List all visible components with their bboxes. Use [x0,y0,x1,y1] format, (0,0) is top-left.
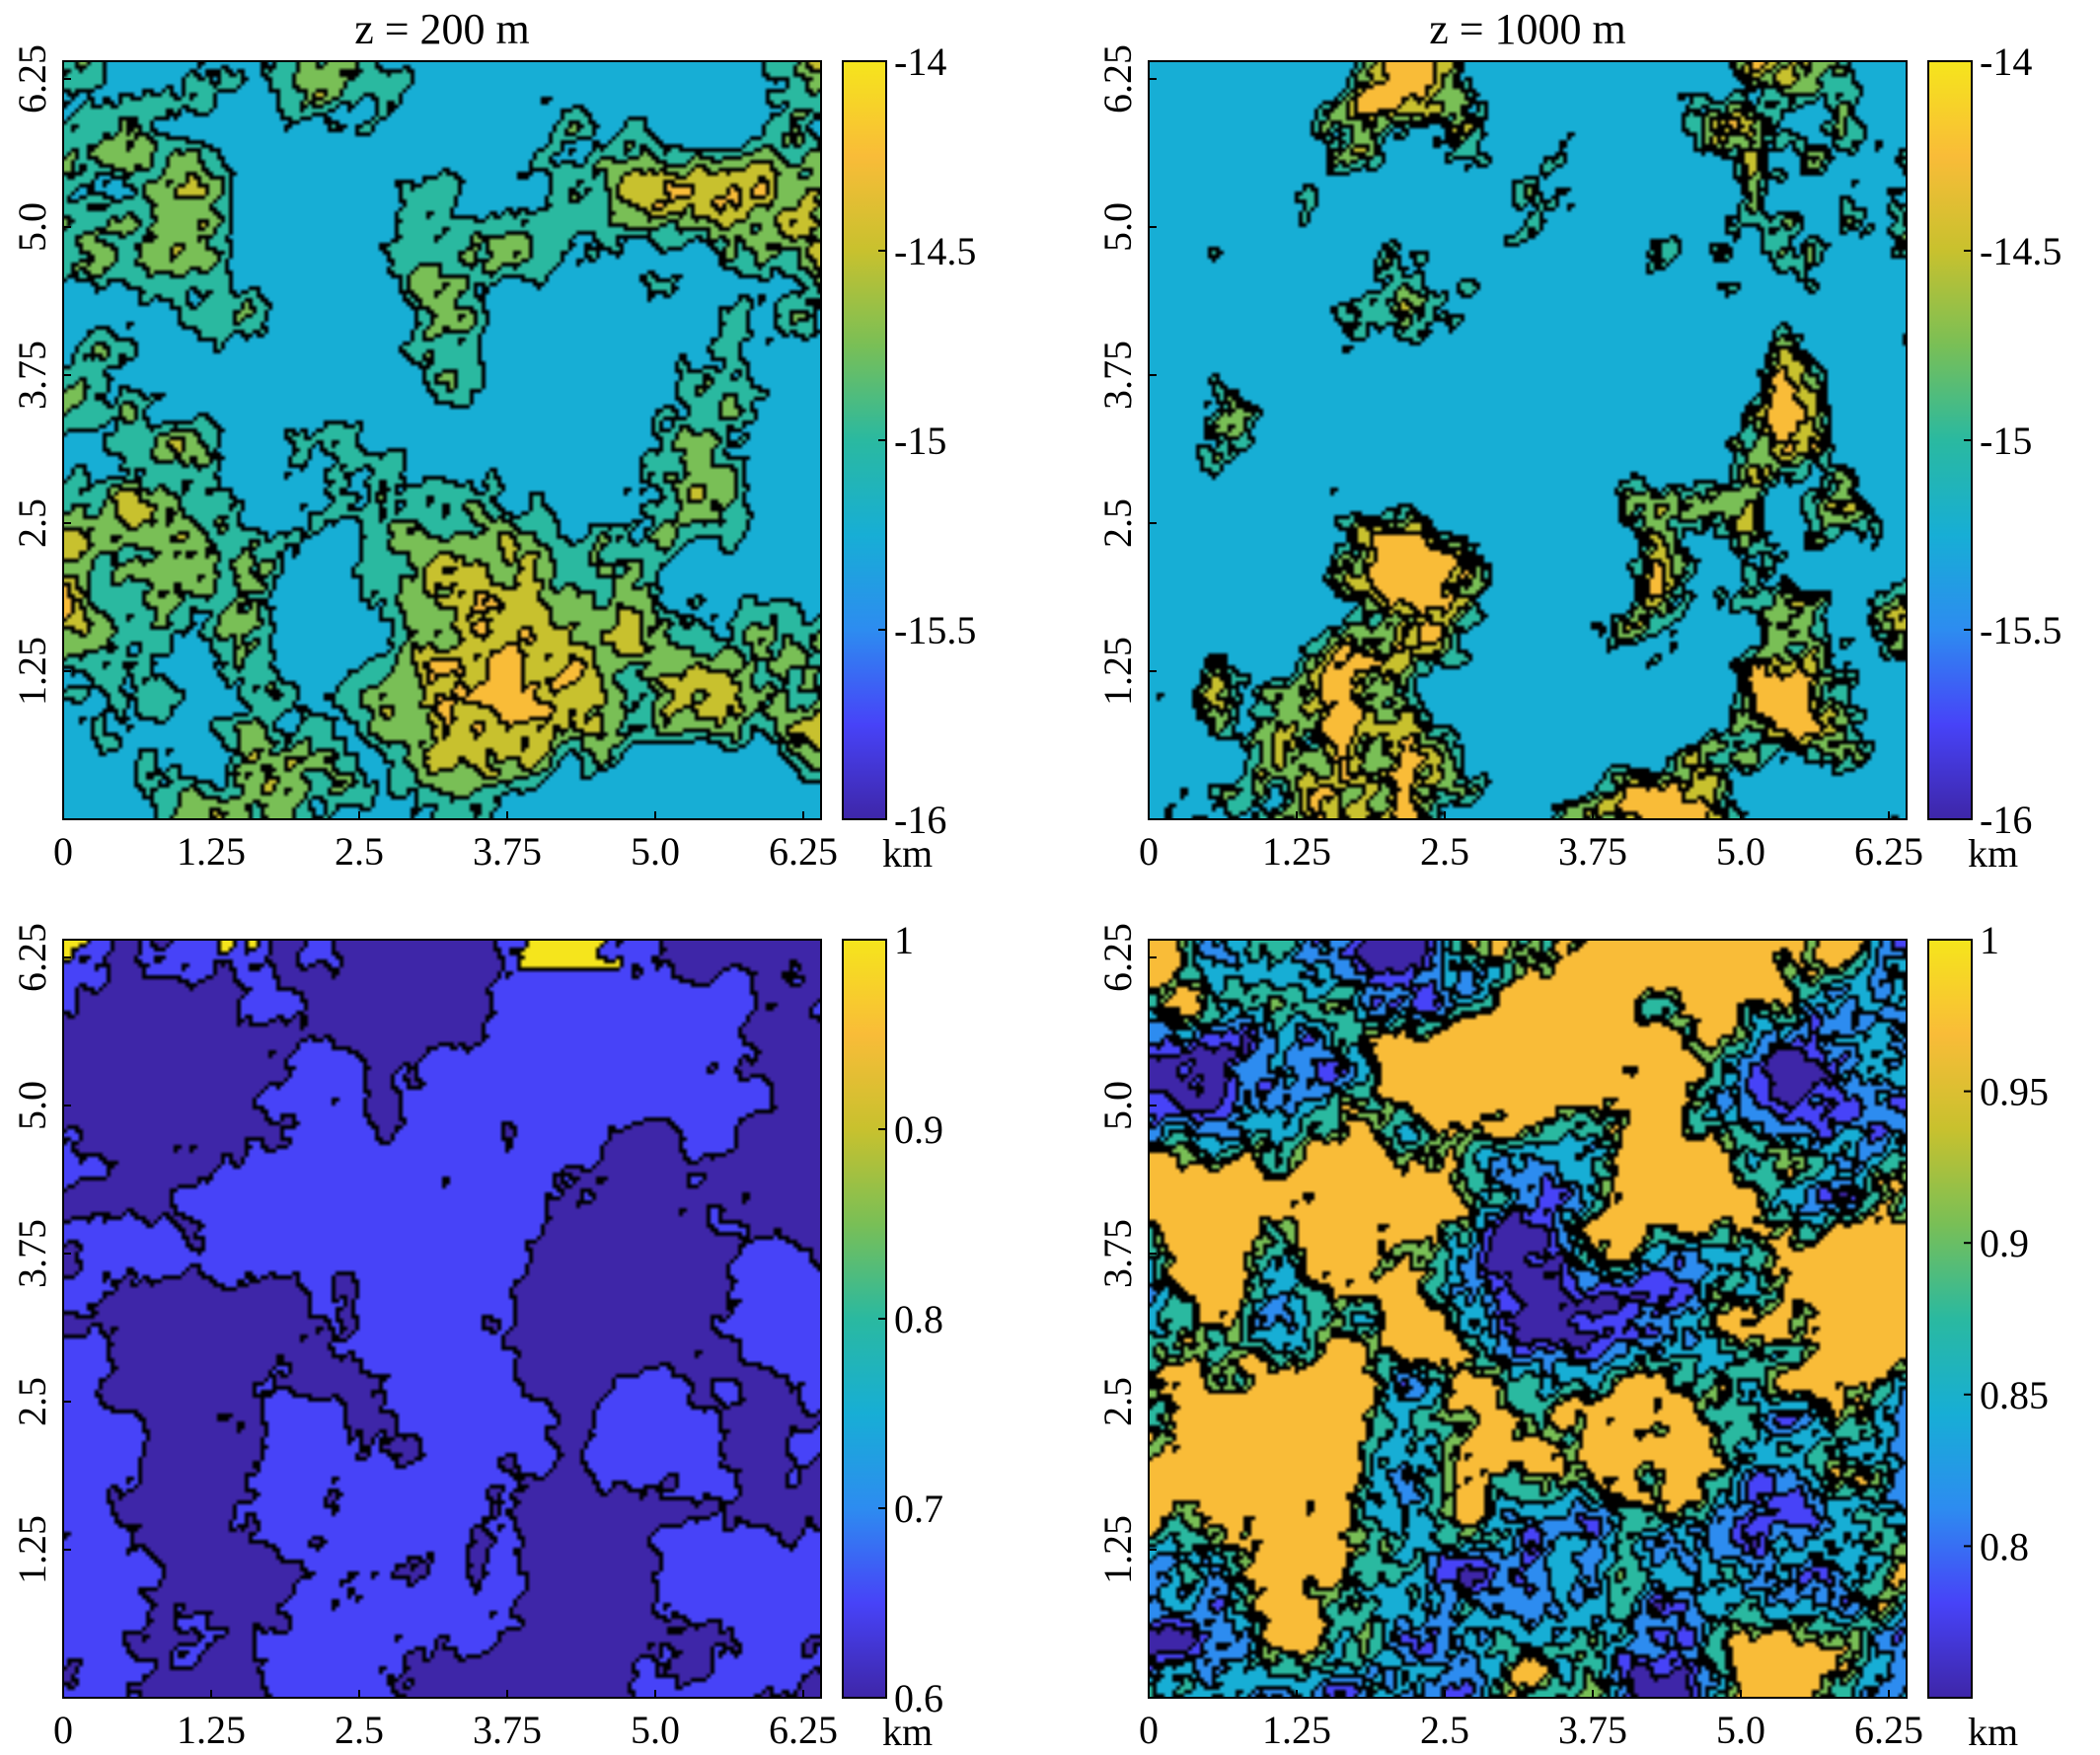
y-tick-label: 1.25 [10,1515,54,1584]
colorbar-tick-label: 0.95 [1980,1070,2049,1114]
x-tick-label: 5.0 [631,1708,680,1750]
panel-title: z = 200 m [354,5,530,53]
x-tick-label: 2.5 [1420,1708,1469,1750]
x-tick-label: 6.25 [769,1708,838,1750]
x-tick-label: 6.25 [1854,1708,1923,1750]
panels: z = 200 m 0 1.25 2.5 3.75 5.0 6.25 1.25 2.5 3.75 5… [10,5,2062,1754]
x-tick-label: 0 [53,1708,73,1750]
y-tick-label: 5.0 [10,202,54,252]
y-tick-label: 3.75 [10,341,54,410]
contour-field [63,61,821,819]
colorbar-tick-label: -14 [1980,39,2032,84]
axes-frame [1148,939,1908,1699]
y-tick-label: 1.25 [10,637,54,706]
y-tick-label: 6.25 [1095,923,1140,992]
colorbar-tick-label: 0.8 [1980,1524,2029,1568]
x-tick-label: 0 [53,829,73,874]
x-tick-label: 2.5 [335,1708,384,1750]
x-tick-label: 6.25 [1854,829,1923,874]
x-tick-label: 5.0 [1716,1708,1765,1750]
panel-bottom-left: 0 1.25 2.5 3.75 5.0 6.25 1.25 2.5 3.75 5.0 6.25 1 0.… [10,918,943,1754]
y-tick-label: 5.0 [10,1081,54,1130]
y-tick-label: 1.25 [1095,1515,1140,1584]
y-tick-label: 1.25 [1095,637,1140,706]
colorbar-tick-label: 0.85 [1980,1373,2049,1417]
x-tick-label: 3.75 [473,1708,542,1750]
colorbar-tick-label: -15 [894,419,946,463]
y-tick-label: 2.5 [10,498,54,548]
panel-top-left: z = 200 m 0 1.25 2.5 3.75 5.0 6.25 1.25 2.5 3.75 5… [10,5,976,876]
x-tick-label: 5.0 [631,829,680,874]
x-tick-label: 3.75 [473,829,542,874]
x-axis-unit-label: km [882,831,933,876]
y-tick-label: 2.5 [10,1377,54,1426]
y-tick-label: 2.5 [1095,498,1140,548]
y-tick-label: 3.75 [1095,1219,1140,1288]
panel-bottom-right: 0 1.25 2.5 3.75 5.0 6.25 1.25 2.5 3.75 5.0 6.25 1 0.… [1095,918,2049,1754]
x-tick-label: 0 [1139,1708,1159,1750]
contour-field [1149,61,1907,819]
panel-top-right: z = 1000 m 0 1.25 2.5 3.75 5.0 6.25 1.25 2.5 3.75… [1095,5,2062,876]
colorbar-tick-label: 1 [894,918,914,962]
colorbar-tick-label: -14 [894,39,946,84]
contour-field [1149,940,1907,1698]
x-tick-label: 6.25 [769,829,838,874]
colorbar-tick-label: -14.5 [1980,229,2062,273]
colorbar-tick-label: 0.9 [1980,1221,2029,1265]
x-tick-label: 5.0 [1716,829,1765,874]
axes-frame [62,60,822,820]
panel-title: z = 1000 m [1429,5,1626,53]
y-tick-label: 5.0 [1095,1081,1140,1130]
colorbar [1927,939,1973,1699]
colorbar-tick-label: -15.5 [1980,608,2062,652]
contour-field [63,940,821,1698]
y-tick-label: 3.75 [1095,341,1140,410]
y-tick-label: 3.75 [10,1219,54,1288]
y-tick-label: 6.25 [10,44,54,114]
x-axis-unit-label: km [1968,1710,2018,1750]
x-tick-label: 2.5 [335,829,384,874]
colorbar-tick-label: 1 [1980,918,1999,962]
x-tick-label: 3.75 [1558,829,1627,874]
colorbar-tick-label: -16 [894,798,946,842]
y-tick-label: 5.0 [1095,202,1140,252]
x-axis-unit-label: km [1968,831,2018,876]
x-axis-unit-label: km [882,1710,933,1750]
x-tick-label: 1.25 [177,829,246,874]
colorbar-tick-label: 0.6 [894,1676,943,1720]
y-tick-label: 6.25 [10,923,54,992]
x-tick-label: 2.5 [1420,829,1469,874]
colorbar-tick-label: -14.5 [894,229,976,273]
x-tick-label: 1.25 [1262,1708,1331,1750]
colorbar-tick-label: 0.7 [894,1487,943,1531]
x-tick-label: 1.25 [1262,829,1331,874]
axes-frame [1148,60,1908,820]
y-tick-label: 6.25 [1095,44,1140,114]
x-tick-label: 0 [1139,829,1159,874]
y-tick-label: 2.5 [1095,1377,1140,1426]
colorbar-tick-label: -15 [1980,419,2032,463]
colorbar-tick-label: -16 [1980,798,2032,842]
colorbar-tick-label: -15.5 [894,608,976,652]
colorbar-tick-label: 0.9 [894,1107,943,1152]
x-tick-label: 3.75 [1558,1708,1627,1750]
colorbar-tick-label: 0.8 [894,1297,943,1341]
x-tick-label: 1.25 [177,1708,246,1750]
axes-frame [62,939,822,1699]
